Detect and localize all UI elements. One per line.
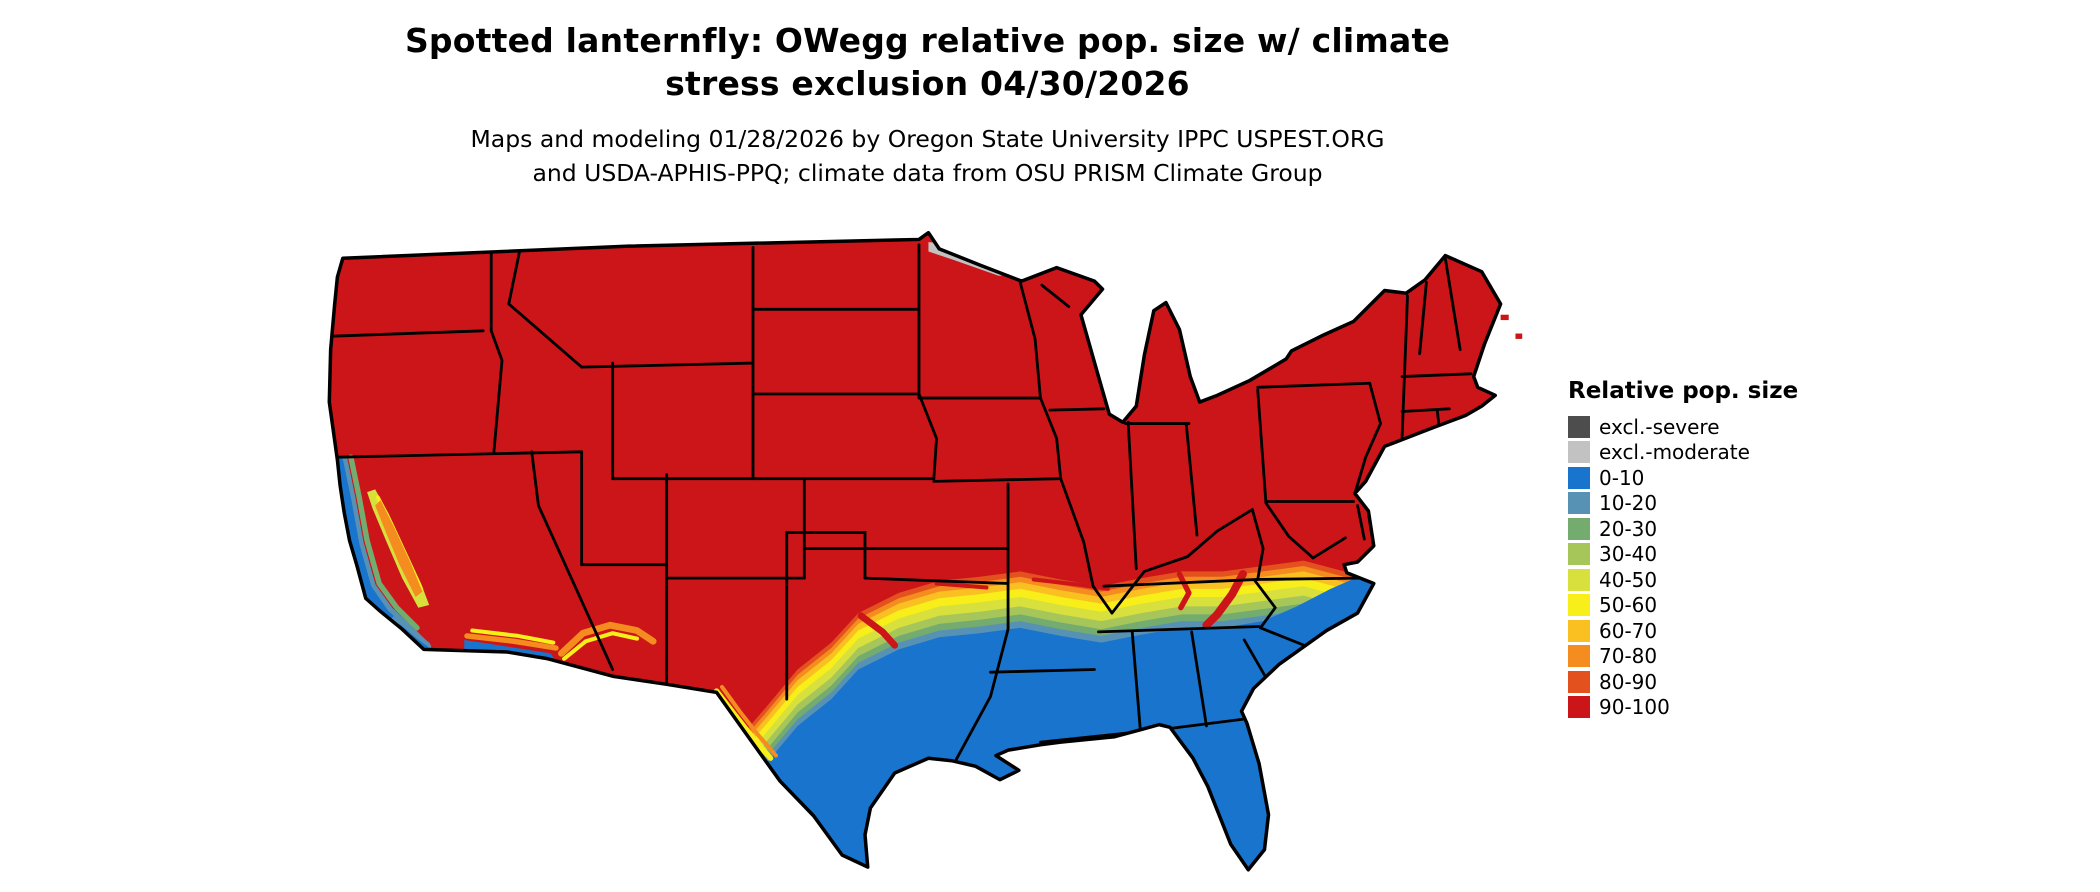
legend-item: 80-90 bbox=[1568, 669, 1868, 695]
legend-item-label: 70-80 bbox=[1599, 644, 1658, 669]
legend-item-label: 90-100 bbox=[1599, 695, 1670, 720]
title-block: Spotted lanternfly: OWegg relative pop. … bbox=[390, 20, 1465, 190]
legend-item: 60-70 bbox=[1568, 618, 1868, 644]
legend-item-label: 0-10 bbox=[1599, 465, 1645, 490]
legend-swatch bbox=[1568, 415, 1590, 438]
map-fill-layers bbox=[329, 232, 1501, 870]
legend-swatch bbox=[1568, 696, 1590, 719]
red-filaments bbox=[857, 570, 1247, 649]
legend-item: excl.-severe bbox=[1568, 414, 1868, 440]
legend-item-label: 80-90 bbox=[1599, 669, 1658, 694]
legend-swatch bbox=[1568, 568, 1590, 591]
legend-item: 30-40 bbox=[1568, 542, 1868, 568]
legend-item: 70-80 bbox=[1568, 644, 1868, 670]
legend-item-label: excl.-severe bbox=[1599, 414, 1720, 439]
legend-item: 90-100 bbox=[1568, 695, 1868, 721]
us-map bbox=[305, 226, 1560, 892]
legend-item: 10-20 bbox=[1568, 491, 1868, 517]
page-title: Spotted lanternfly: OWegg relative pop. … bbox=[404, 21, 1451, 103]
offmap-specks bbox=[1457, 277, 1523, 339]
legend-swatch bbox=[1568, 517, 1590, 540]
map-legend: Relative pop. size excl.-severe excl.-mod… bbox=[1568, 378, 1868, 720]
legend-item-label: 40-50 bbox=[1599, 567, 1658, 592]
legend-item: 0-10 bbox=[1568, 465, 1868, 491]
legend-items: excl.-severe excl.-moderate 0-10 10-20 20-30… bbox=[1568, 414, 1868, 720]
legend-item-label: 50-60 bbox=[1599, 593, 1658, 618]
legend-item: 20-30 bbox=[1568, 516, 1868, 542]
legend-swatch bbox=[1568, 670, 1590, 693]
legend-swatch bbox=[1568, 543, 1590, 566]
legend-item-label: 60-70 bbox=[1599, 618, 1658, 643]
legend-swatch bbox=[1568, 466, 1590, 489]
legend-item-label: 10-20 bbox=[1599, 491, 1658, 516]
us-map-svg bbox=[327, 230, 1523, 872]
legend-item-label: excl.-moderate bbox=[1599, 440, 1750, 465]
legend-item-label: 30-40 bbox=[1599, 542, 1658, 567]
legend-item: 40-50 bbox=[1568, 567, 1868, 593]
legend-swatch bbox=[1568, 441, 1590, 464]
legend-swatch bbox=[1568, 594, 1590, 617]
legend-swatch bbox=[1568, 645, 1590, 668]
legend-title: Relative pop. size bbox=[1568, 378, 1799, 404]
legend-swatch bbox=[1568, 619, 1590, 642]
region-90-100 bbox=[329, 232, 1501, 870]
legend-item: 50-60 bbox=[1568, 593, 1868, 619]
legend-swatch bbox=[1568, 492, 1590, 515]
legend-item-label: 20-30 bbox=[1599, 516, 1658, 541]
legend-item: excl.-moderate bbox=[1568, 440, 1868, 466]
page-subtitle: Maps and modeling 01/28/2026 by Oregon S… bbox=[470, 124, 1385, 187]
us-outline bbox=[327, 230, 1503, 872]
